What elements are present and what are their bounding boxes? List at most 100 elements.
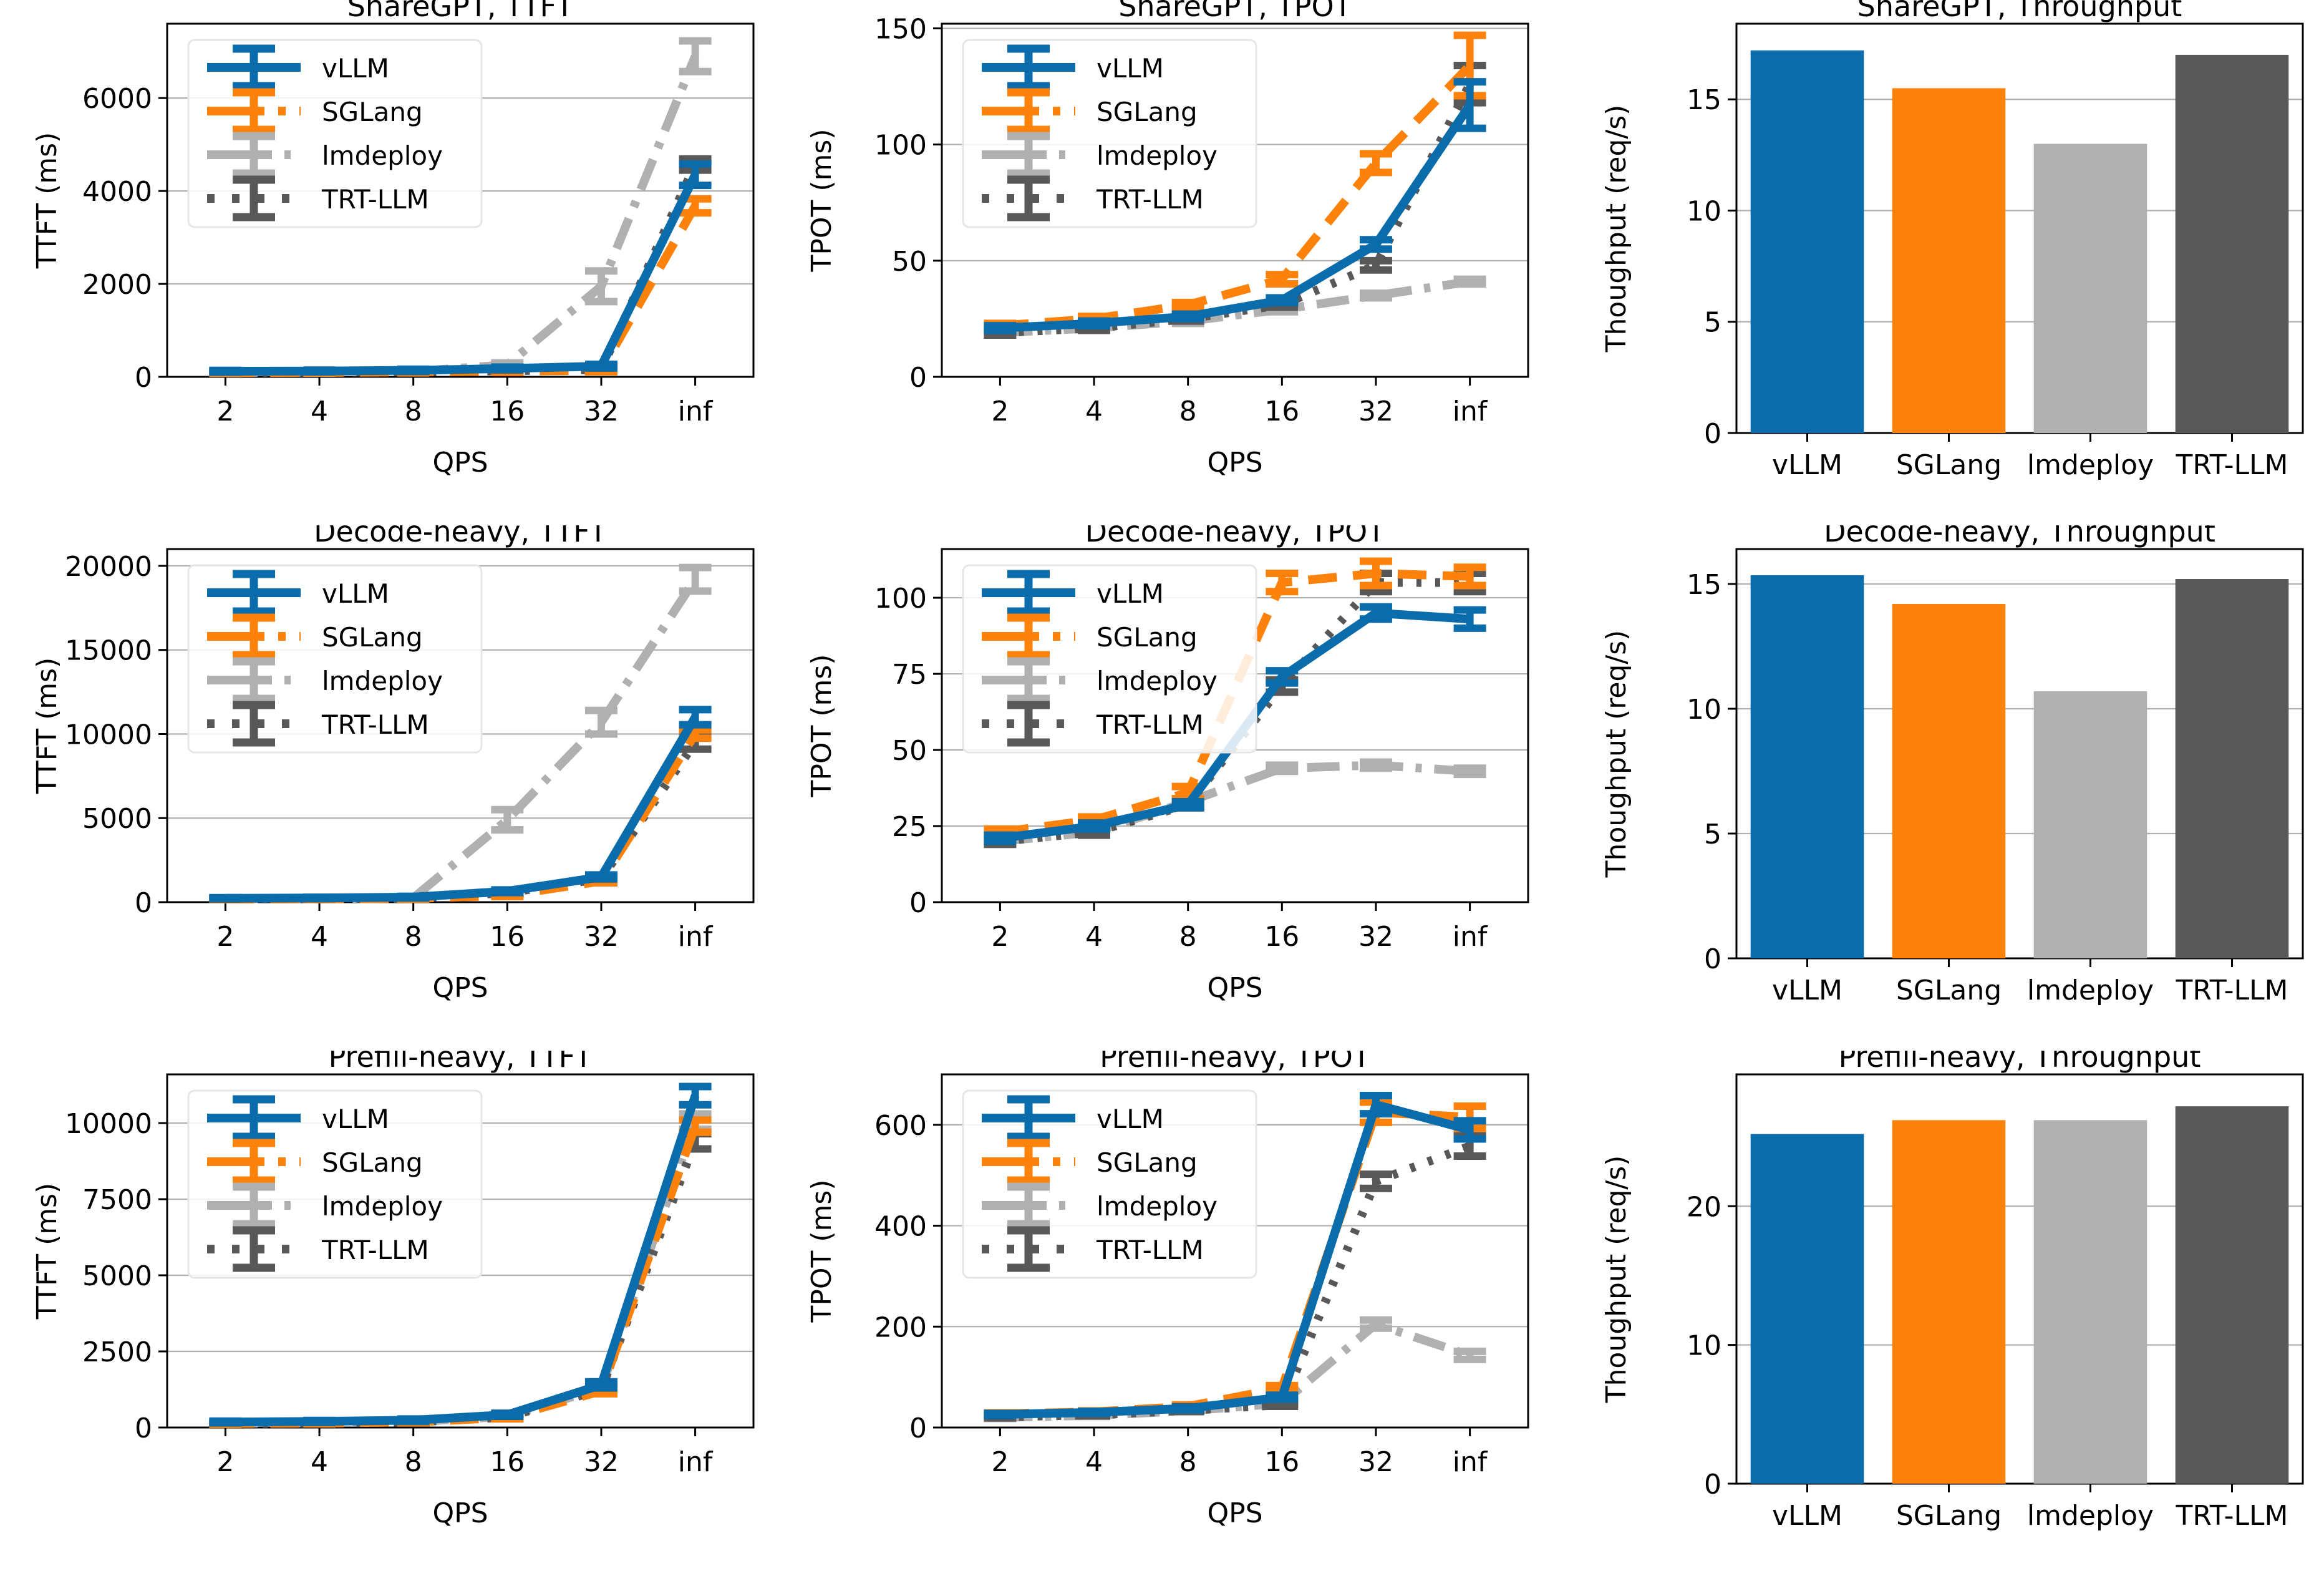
y-tick-label: 5	[1704, 307, 1721, 339]
x-tick-label: 8	[1179, 396, 1197, 427]
x-tick-label: 32	[584, 921, 619, 953]
legend: vLLM SGLang lmdeploy TRT-LLM	[187, 39, 483, 228]
legend-label: SGLang	[1097, 97, 1198, 127]
x-tick-label: SGLang	[1896, 1500, 2002, 1532]
y-axis-label: TTFT (ms)	[31, 132, 63, 270]
legend-label: SGLang	[1097, 622, 1198, 653]
y-tick-label: 10	[1687, 694, 1721, 726]
plot-frame	[941, 548, 1529, 903]
y-tick-label: 400	[874, 1211, 927, 1243]
plot-frame	[166, 1073, 755, 1429]
legend-item-vllm: vLLM	[982, 1095, 1164, 1141]
x-tick-label: TRT-LLM	[2176, 975, 2288, 1006]
panel-title: Decode-heavy, TPOT	[1085, 525, 1386, 548]
y-tick-label: 6000	[82, 83, 152, 115]
y-tick-label: 10000	[65, 719, 152, 751]
y-tick-label: 75	[892, 659, 927, 691]
y-axis-label: Thoughput (req/s)	[1600, 1155, 1632, 1404]
x-tick-label: 2	[991, 1446, 1009, 1478]
legend-item-vllm: vLLM	[982, 44, 1164, 90]
y-tick-label: 15	[1687, 84, 1721, 116]
plot-frame	[941, 22, 1529, 378]
chart-sharegpt-ttft: ShareGPT, TTFT 0 2000 4000 6000 TTFT (ms) 2 4 8 1…	[31, 0, 755, 479]
legend-label: SGLang	[322, 1147, 423, 1178]
x-tick-label: lmdeploy	[2027, 975, 2154, 1006]
legend-item-vllm: vLLM	[207, 1095, 389, 1141]
x-tick-label: 16	[1264, 396, 1299, 427]
x-tick-label: inf	[1453, 1446, 1488, 1478]
y-tick-label: 50	[892, 246, 927, 278]
panel-title: ShareGPT, TTFT	[347, 0, 574, 23]
x-tick-label: 32	[1358, 1446, 1393, 1478]
legend-item-lmdeploy: lmdeploy	[207, 1182, 443, 1228]
plot-frame	[1735, 1073, 2304, 1485]
series-lines	[209, 37, 712, 377]
plot-frame	[166, 548, 755, 903]
x-ticks: 2 4 8 16 32 inf	[216, 1428, 714, 1478]
x-tick-label: lmdeploy	[2027, 449, 2154, 481]
x-tick-label: 2	[216, 1446, 234, 1478]
x-tick-label: SGLang	[1896, 449, 2002, 481]
plot-frame	[1735, 22, 2304, 434]
x-tick-label: inf	[678, 921, 714, 953]
y-tick-label: 50	[892, 735, 927, 767]
bar-trt-llm	[2175, 54, 2289, 434]
legend-item-sglang: SGLang	[982, 613, 1198, 659]
y-tick-label: 5000	[82, 1260, 152, 1292]
legend: vLLM SGLang lmdeploy TRT-LLM	[962, 1089, 1257, 1279]
legend-item-trt-llm: TRT-LLM	[207, 701, 429, 747]
x-tick-label: 4	[1085, 921, 1103, 953]
panel-sharegpt-tpot: ShareGPT, TPOT 0 50 100 150 TPOT (ms) 2 4 8 16 32 i…	[775, 0, 1549, 525]
bar-vllm	[1750, 575, 1864, 958]
series-lines	[209, 1082, 712, 1428]
x-tick-label: 16	[1264, 921, 1299, 953]
series-lines	[984, 31, 1486, 339]
legend-item-trt-llm: TRT-LLM	[207, 175, 429, 221]
x-tick-label: 8	[1179, 921, 1197, 953]
legend-item-trt-llm: TRT-LLM	[207, 1226, 429, 1272]
legend-item-trt-llm: TRT-LLM	[982, 175, 1204, 221]
y-gridlines: 0 2500 5000 7500 10000	[65, 1108, 753, 1444]
series-vllm	[209, 1082, 712, 1427]
x-tick-label: 4	[1085, 1446, 1103, 1478]
y-tick-label: 10000	[65, 1108, 152, 1140]
bar-vllm	[1750, 1134, 1864, 1484]
x-tick-label: 2	[991, 921, 1009, 953]
panel-title: Decode-heavy, TTFT	[314, 525, 608, 548]
y-tick-label: 7500	[82, 1184, 152, 1216]
plot-frame	[166, 22, 755, 378]
legend-item-vllm: vLLM	[207, 44, 389, 90]
x-tick-label: 16	[1264, 1446, 1299, 1478]
y-tick-label: 0	[909, 1413, 927, 1444]
panel-decode-heavy-tpot: Decode-heavy, TPOT 0 25 50 75 100 TPOT (ms) 2 4 8…	[775, 525, 1549, 1051]
x-tick-label: 4	[311, 1446, 328, 1478]
y-tick-label: 0	[909, 887, 927, 919]
y-axis-label: Thoughput (req/s)	[1600, 105, 1632, 353]
legend-label: SGLang	[1097, 1147, 1198, 1178]
x-tick-label: 2	[991, 396, 1009, 427]
y-tick-label: 20000	[65, 551, 152, 583]
x-tick-label: 32	[1358, 921, 1393, 953]
y-tick-label: 15000	[65, 635, 152, 667]
bar-lmdeploy	[2033, 1120, 2147, 1484]
legend-label: lmdeploy	[322, 140, 443, 171]
x-tick-label: 32	[1358, 396, 1393, 427]
legend-label: TRT-LLM	[321, 1235, 429, 1265]
y-tick-label: 20	[1687, 1191, 1721, 1223]
legend-label: vLLM	[1097, 1104, 1164, 1134]
series-lines	[984, 1091, 1486, 1423]
x-axis-label: QPS	[1207, 972, 1262, 1004]
y-tick-label: 10	[1687, 1330, 1721, 1362]
series-vllm	[209, 706, 712, 903]
panel-decode-heavy-ttft: Decode-heavy, TTFT 0 5000 10000 15000 20000 TT…	[0, 525, 775, 1051]
y-tick-label: 0	[135, 1413, 152, 1444]
legend-label: TRT-LLM	[321, 184, 429, 215]
x-tick-label: 16	[490, 396, 525, 427]
panel-title: Prefill-heavy, TPOT	[1100, 1051, 1371, 1074]
y-axis-label: TTFT (ms)	[31, 1183, 63, 1320]
panel-decode-heavy-throughput: Decode-heavy, Throughput 0 5 10 15 Thoughput …	[1549, 525, 2324, 1051]
x-tick-label: 32	[584, 1446, 619, 1478]
chart-decode-heavy-throughput: Decode-heavy, Throughput 0 5 10 15 Thoughput …	[1600, 525, 2304, 1006]
legend-label: TRT-LLM	[1096, 184, 1204, 215]
